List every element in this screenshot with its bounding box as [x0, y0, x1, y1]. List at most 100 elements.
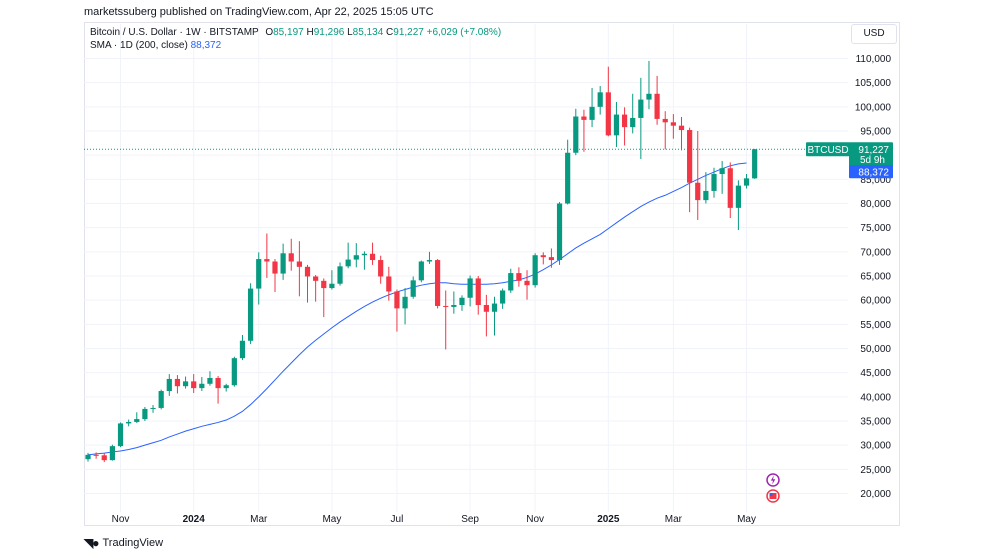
legend-low-label: L: [347, 27, 353, 38]
candle-body: [646, 93, 652, 100]
y-tick-label: 55,000: [860, 320, 891, 331]
candle-body: [410, 280, 416, 297]
footer-brand: ◥● TradingView: [84, 536, 163, 550]
candle-body: [174, 378, 181, 387]
footer-brand-name: TradingView: [102, 537, 164, 549]
candle-body: [597, 92, 603, 107]
candle-body: [443, 305, 449, 307]
candle-body: [532, 255, 538, 286]
candle-body: [369, 253, 376, 261]
candle-body: [85, 454, 91, 460]
y-tick-label: 80,000: [860, 199, 891, 210]
x-tick-label: 2024: [183, 514, 206, 525]
y-tick-label: 40,000: [860, 392, 891, 403]
lightning-bolt-icon: [770, 475, 776, 485]
y-tick-label: 75,000: [860, 223, 891, 234]
y-tick-label: 70,000: [860, 247, 891, 258]
candle-body: [394, 291, 400, 309]
publisher-line: marketssuberg published on TradingView.c…: [84, 6, 434, 18]
candle-body: [304, 266, 311, 277]
btcusd-symbol-text: BTCUSD: [807, 145, 848, 156]
candle-body: [109, 446, 115, 461]
candle-body: [467, 278, 473, 298]
candle-body: [451, 305, 457, 307]
candle-body: [418, 261, 424, 281]
y-tick-label: 95,000: [860, 127, 891, 138]
candle-body: [256, 259, 262, 289]
candle-body: [743, 178, 750, 186]
candle-body: [483, 305, 489, 312]
candle-body: [345, 259, 351, 267]
candle-body: [239, 340, 246, 359]
candle-body: [516, 273, 522, 281]
candle-body: [182, 381, 189, 387]
legend-open-label: O: [265, 27, 274, 38]
x-tick-label: Sep: [461, 514, 479, 525]
candle-body: [426, 260, 433, 262]
candle-body: [711, 174, 717, 191]
candle-body: [231, 358, 237, 386]
legend-high-label: H: [306, 27, 314, 38]
candle-body: [386, 276, 392, 292]
candle-body: [695, 182, 701, 201]
y-tick-label: 50,000: [860, 344, 891, 355]
legend-open-value: 85,197: [273, 27, 304, 38]
candle-body: [540, 255, 546, 258]
flag-stripes-icon: [769, 493, 777, 499]
candle-body: [117, 423, 124, 447]
candle-body: [272, 261, 278, 274]
candle-body: [719, 168, 725, 175]
sma-line: [87, 162, 747, 456]
candle-body: [459, 297, 465, 305]
legend-high-value: 91,296: [313, 27, 345, 38]
candle-body: [296, 261, 302, 267]
candle-body: [353, 255, 359, 260]
x-tick-label: 2025: [597, 514, 620, 525]
legend-sma-label: SMA · 1D (200, close): [90, 40, 188, 51]
candle-body: [313, 276, 319, 281]
candle-body: [248, 288, 254, 341]
candle-body: [556, 203, 563, 261]
y-tick-label: 30,000: [860, 441, 891, 452]
candle-body: [491, 303, 498, 312]
candle-body: [280, 253, 286, 274]
candle-body: [402, 296, 408, 309]
btcusd-symbol-tag: [806, 142, 850, 157]
x-tick-label: May: [322, 514, 341, 525]
chart-legend: Bitcoin / U.S. Dollar · 1W · BITSTAMP O8…: [90, 26, 501, 52]
candle-body: [703, 190, 709, 201]
chart-frame: [84, 22, 900, 526]
candle-body: [126, 421, 132, 424]
y-tick-label: 35,000: [860, 417, 891, 428]
candle-body: [589, 106, 595, 120]
candle-body: [662, 118, 668, 123]
candle-body: [223, 385, 229, 389]
candle-body: [735, 185, 741, 208]
candle-body: [329, 283, 335, 289]
candle-body: [378, 260, 384, 277]
candle-body: [508, 273, 514, 291]
candle-body: [638, 99, 644, 118]
candle-body: [101, 455, 107, 461]
x-tick-label: Nov: [526, 514, 544, 525]
y-tick-label: 110,000: [856, 54, 892, 65]
y-tick-label: 85,000: [860, 175, 891, 186]
candle-body: [678, 125, 685, 131]
currency-button[interactable]: USD: [851, 24, 897, 44]
x-tick-label: May: [737, 514, 756, 525]
candle-body: [207, 377, 213, 384]
legend-sma-value: 88,372: [190, 40, 222, 51]
candle-body: [687, 130, 693, 183]
legend-low-value: 85,134: [352, 27, 384, 38]
candle-body: [191, 381, 197, 389]
legend-close-label: C: [386, 27, 394, 38]
y-tick-label: 45,000: [860, 368, 891, 379]
candle-body: [548, 257, 555, 261]
candle-body: [621, 114, 628, 128]
last-price-text: 91,227: [858, 145, 889, 156]
legend-symbol: Bitcoin / U.S. Dollar · 1W · BITSTAMP: [90, 27, 259, 38]
candle-body: [581, 116, 587, 120]
candle-body: [670, 122, 676, 126]
candle-body: [337, 266, 343, 284]
